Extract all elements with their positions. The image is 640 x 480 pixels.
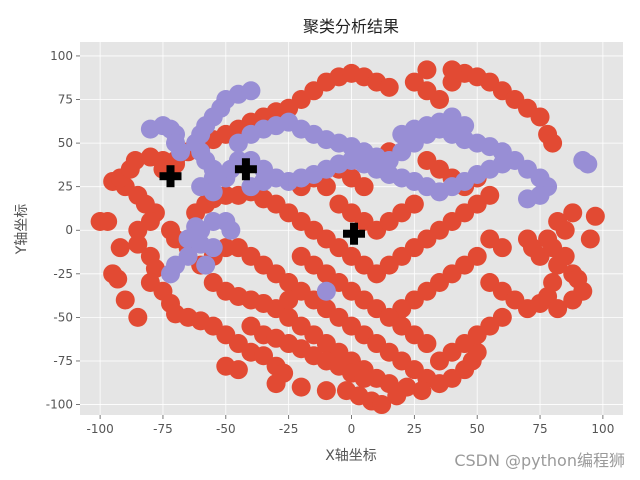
- scatter-point-cluster-1: [548, 299, 568, 319]
- centroid-markers: [159, 158, 366, 245]
- y-tick-label: 0: [65, 223, 73, 237]
- scatter-point-cluster-1: [254, 346, 274, 366]
- y-tick-label: -75: [53, 354, 73, 368]
- scatter-point-cluster-1: [354, 368, 374, 388]
- y-axis-ticks: -100 -75 -50 -25 0 25 50 75 100: [46, 49, 80, 412]
- scatter-point-cluster-2: [203, 182, 223, 202]
- x-tick-label: -25: [279, 422, 299, 436]
- scatter-point-cluster-1: [543, 133, 563, 153]
- y-tick-label: -50: [53, 310, 73, 324]
- scatter-point-cluster-1: [417, 334, 437, 354]
- scatter-point-cluster-1: [254, 293, 274, 313]
- scatter-point-cluster-1: [404, 194, 424, 214]
- scatter-point-cluster-2: [578, 154, 598, 174]
- scatter-point-cluster-1: [563, 290, 583, 310]
- scatter-point-cluster-2: [492, 154, 512, 174]
- x-axis-ticks: -100 -75 -50 -25 0 25 50 75 100: [86, 415, 614, 436]
- x-axis-label: X轴坐标: [325, 448, 377, 464]
- y-tick-label: -100: [46, 398, 73, 412]
- scatter-point-cluster-2: [316, 281, 336, 301]
- scatter-points: [90, 60, 605, 415]
- scatter-point-cluster-2: [517, 189, 537, 209]
- scatter-point-cluster-1: [291, 377, 311, 397]
- x-tick-label: -50: [216, 422, 236, 436]
- scatter-point-cluster-1: [125, 151, 145, 171]
- scatter-point-cluster-2: [455, 116, 475, 136]
- scatter-point-cluster-1: [563, 203, 583, 223]
- scatter-point-cluster-1: [417, 60, 437, 80]
- scatter-point-cluster-1: [467, 325, 487, 345]
- y-axis-label: Y轴坐标: [14, 204, 30, 256]
- scatter-point-cluster-1: [115, 290, 135, 310]
- scatter-point-cluster-1: [543, 273, 563, 293]
- scatter-point-cluster-1: [110, 238, 130, 258]
- scatter-point-cluster-1: [228, 360, 248, 380]
- scatter-point-cluster-1: [412, 381, 432, 401]
- scatter-point-cluster-1: [372, 395, 392, 415]
- x-tick-label: 0: [348, 422, 356, 436]
- scatter-point-cluster-1: [354, 177, 374, 197]
- scatter-point-cluster-1: [266, 374, 286, 394]
- scatter-point-cluster-1: [108, 269, 128, 289]
- scatter-point-cluster-1: [530, 107, 550, 127]
- scatter-point-cluster-1: [555, 220, 575, 240]
- scatter-point-cluster-1: [585, 206, 605, 226]
- x-tick-label: -75: [153, 422, 173, 436]
- scatter-point-cluster-2: [241, 81, 261, 101]
- scatter-point-cluster-1: [128, 307, 148, 327]
- scatter-point-cluster-1: [128, 234, 148, 254]
- x-tick-label: 75: [532, 422, 547, 436]
- centroid-marker: [159, 165, 182, 188]
- y-tick-label: 75: [58, 93, 73, 107]
- scatter-point-cluster-2: [203, 238, 223, 258]
- x-tick-label: 50: [470, 422, 485, 436]
- scatter-point-cluster-2: [171, 142, 191, 162]
- scatter-point-cluster-1: [98, 212, 118, 232]
- scatter-point-cluster-1: [161, 220, 180, 240]
- scatter-point-cluster-1: [580, 229, 600, 249]
- y-tick-label: 50: [58, 136, 73, 150]
- scatter-point-cluster-1: [316, 381, 336, 401]
- scatter-point-cluster-1: [279, 290, 299, 310]
- scatter-point-cluster-2: [161, 264, 180, 284]
- y-tick-label: 25: [58, 180, 73, 194]
- scatter-point-cluster-1: [543, 238, 563, 258]
- x-tick-label: 100: [591, 422, 614, 436]
- y-tick-label: -25: [53, 267, 73, 281]
- scatter-point-cluster-1: [379, 77, 399, 97]
- centroid-marker: [343, 222, 366, 245]
- chart-title: 聚类分析结果: [303, 17, 399, 36]
- scatter-point-cluster-2: [392, 124, 412, 144]
- centroid-marker: [234, 158, 257, 181]
- scatter-point-cluster-1: [442, 60, 462, 80]
- y-tick-label: 100: [50, 49, 73, 63]
- x-tick-label: 25: [407, 422, 422, 436]
- scatter-point-cluster-1: [316, 177, 336, 197]
- x-tick-label: -100: [86, 422, 113, 436]
- scatter-point-cluster-1: [480, 185, 500, 205]
- scatter-point-cluster-2: [221, 220, 241, 240]
- scatter-point-cluster-1: [429, 90, 449, 110]
- scatter-point-cluster-2: [254, 171, 274, 191]
- watermark: CSDN @python编程狮: [454, 451, 625, 470]
- scatter-point-cluster-1: [128, 220, 148, 240]
- scatter-point-cluster-2: [186, 217, 206, 237]
- scatter-point-cluster-1: [480, 229, 500, 249]
- scatter-point-cluster-1: [397, 377, 417, 397]
- scatter-point-cluster-2: [196, 255, 216, 275]
